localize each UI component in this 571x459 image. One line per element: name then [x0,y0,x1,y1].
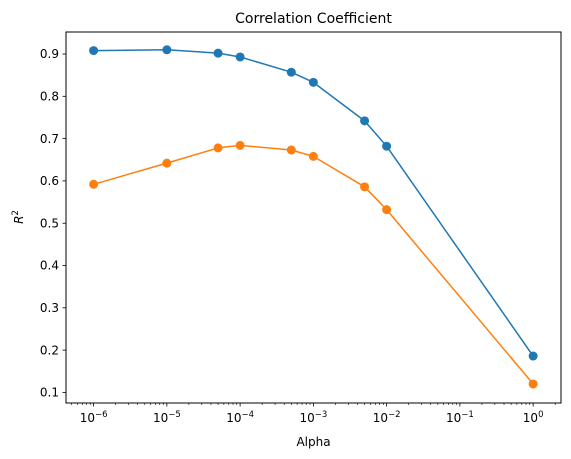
series-1-point [89,46,99,56]
y-tick-label: 0.5 [40,216,59,230]
series-1-point [382,141,392,151]
series-1-point [162,45,172,55]
series-1-point [528,351,538,361]
x-tick-label: 10−6 [80,410,108,425]
y-tick-label: 0.1 [40,386,59,400]
x-tick-label: 100 [523,410,544,425]
series-2-point [360,182,370,192]
y-tick-label: 0.7 [40,132,59,146]
y-axis-label-base: R [12,216,26,224]
series-1-point [308,77,318,87]
series-2-point [213,143,223,153]
x-axis-ticks: 10−6 10−5 10−4 10−3 10−2 10−1 100 [71,403,556,425]
y-tick-label: 0.3 [40,301,59,315]
y-tick-label: 0.4 [40,259,59,273]
series-2-point [528,379,538,389]
series-1-point [360,116,370,126]
series-2-point [89,179,99,189]
series-2-point [235,140,245,150]
x-tick-label: 10−3 [299,410,327,425]
y-tick-label: 0.9 [40,47,59,61]
y-axis-ticks: 0.1 0.2 0.3 0.4 0.5 0.6 0.7 0.8 0.9 [40,47,66,400]
series-2-point [286,145,296,155]
series-2-point [382,205,392,215]
y-axis-label: R2 [11,210,26,224]
x-tick-label: 10−1 [446,410,474,425]
series-2-point [308,151,318,161]
x-tick-label: 10−4 [226,410,254,425]
chart-title: Correlation Coefficient [235,11,392,27]
x-tick-label: 10−5 [153,410,181,425]
plot-area [89,45,538,389]
series-1-point [213,48,223,58]
x-tick-label: 10−2 [373,410,401,425]
y-tick-label: 0.8 [40,90,59,104]
series-2-point [162,158,172,168]
series-1-point [235,52,245,62]
x-axis-label: Alpha [296,435,330,449]
y-axis-label-group: R2 [11,210,26,224]
y-tick-label: 0.6 [40,174,59,188]
y-axis-label-superscript: 2 [11,210,21,215]
y-tick-label: 0.2 [40,343,59,357]
series-1-point [286,67,296,77]
